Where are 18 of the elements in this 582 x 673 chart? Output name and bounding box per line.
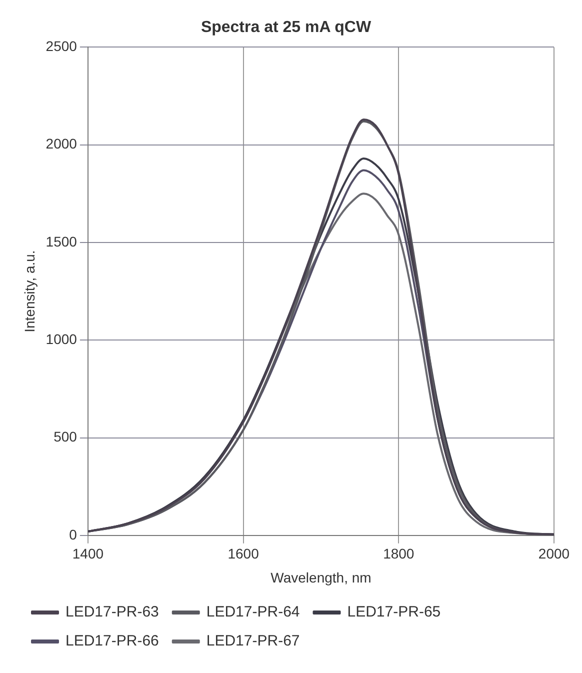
legend-label: LED17-PR-67: [206, 632, 300, 650]
y-tick-label: 1500: [46, 233, 78, 250]
x-tick-label: 1800: [383, 546, 414, 562]
y-tick-label: 500: [54, 428, 78, 445]
x-axis-title: Wavelength, nm: [270, 569, 372, 586]
y-tick-label: 2000: [46, 136, 78, 152]
legend-label: LED17-PR-65: [347, 604, 441, 621]
y-tick-label: 2500: [46, 38, 78, 54]
legend-label: LED17-PR-66: [66, 632, 159, 650]
chart-title: Spectra at 25 mA qCW: [200, 19, 372, 36]
y-tick-label: 0: [69, 526, 78, 542]
y-axis-title: Intensity, a.u.: [21, 250, 38, 332]
x-tick-label: 1600: [228, 546, 260, 562]
x-tick-label: 1400: [72, 546, 104, 562]
legend-label: LED17-PR-64: [206, 604, 300, 621]
legend-label: LED17-PR-63: [66, 604, 159, 621]
x-tick-label: 2000: [538, 546, 570, 562]
y-tick-label: 1000: [46, 330, 78, 347]
